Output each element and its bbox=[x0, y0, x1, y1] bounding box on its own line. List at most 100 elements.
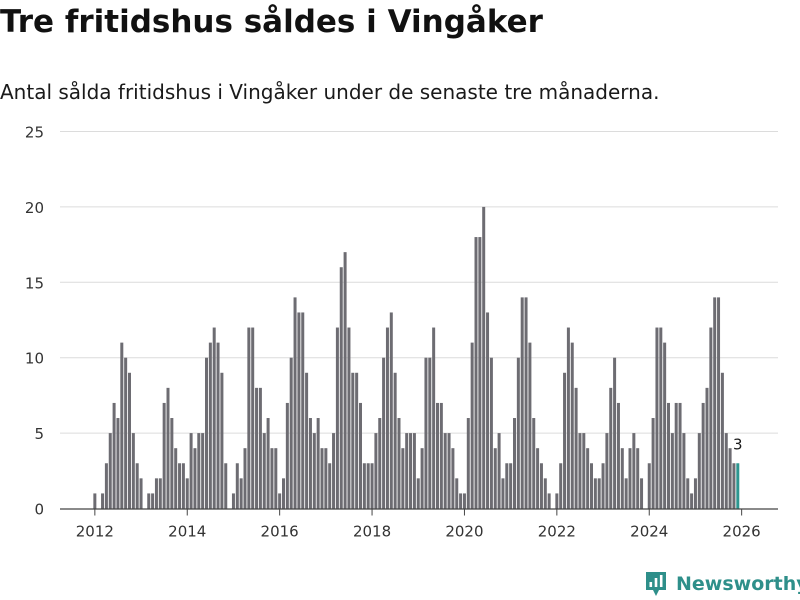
bar bbox=[262, 433, 266, 509]
bar bbox=[728, 448, 732, 509]
bar bbox=[409, 433, 413, 509]
bar bbox=[193, 448, 197, 509]
bar bbox=[93, 493, 97, 509]
bar bbox=[208, 342, 212, 509]
bar bbox=[174, 448, 178, 509]
bar bbox=[154, 478, 158, 509]
bar bbox=[682, 433, 686, 509]
bar bbox=[389, 312, 393, 509]
bar bbox=[416, 478, 420, 509]
bar bbox=[667, 402, 670, 509]
data-labels: 3 bbox=[733, 435, 743, 453]
newsworthy-logo-text: Newsworthy bbox=[676, 573, 800, 595]
bar bbox=[720, 372, 724, 509]
bar bbox=[690, 493, 694, 509]
bar bbox=[470, 342, 474, 509]
bar bbox=[536, 448, 540, 509]
bar bbox=[328, 463, 332, 509]
bar bbox=[278, 493, 282, 509]
y-tick-label: 10 bbox=[25, 350, 44, 368]
x-tick-label: 2012 bbox=[76, 523, 114, 541]
bar bbox=[582, 433, 586, 509]
x-tick-label: 2016 bbox=[261, 523, 299, 541]
bar bbox=[131, 433, 135, 509]
bar bbox=[462, 493, 466, 509]
bar bbox=[339, 267, 343, 509]
bar bbox=[701, 402, 705, 509]
bar bbox=[693, 478, 697, 509]
bar bbox=[613, 357, 617, 509]
bar bbox=[428, 357, 432, 509]
bar bbox=[101, 493, 105, 509]
bar bbox=[486, 312, 490, 509]
newsworthy-logo[interactable]: Newsworthy bbox=[644, 569, 800, 599]
x-axis: 2012 2014 2016 2018 2020 2022 2024 2026 bbox=[60, 508, 778, 541]
bar bbox=[620, 448, 624, 509]
bar bbox=[270, 448, 274, 509]
y-tick-label: 25 bbox=[25, 124, 44, 142]
x-tick-label: 2024 bbox=[630, 523, 668, 541]
bar bbox=[570, 342, 574, 509]
bar bbox=[305, 372, 309, 509]
bar bbox=[112, 402, 116, 509]
bar bbox=[301, 312, 305, 509]
bar bbox=[609, 387, 613, 509]
bar bbox=[697, 433, 701, 509]
bar bbox=[351, 372, 355, 509]
bar bbox=[605, 433, 609, 509]
y-axis-ticks: 0 5 10 15 20 25 bbox=[25, 124, 44, 519]
bar bbox=[593, 478, 597, 509]
bar bbox=[151, 493, 155, 509]
bar bbox=[590, 463, 593, 509]
bar bbox=[420, 448, 424, 509]
bar bbox=[147, 493, 151, 509]
bar bbox=[332, 433, 336, 509]
bar bbox=[108, 433, 112, 509]
bar bbox=[393, 372, 397, 509]
bar bbox=[412, 433, 416, 509]
bar bbox=[524, 297, 528, 509]
bar bbox=[436, 402, 439, 509]
bar bbox=[493, 448, 497, 509]
bar bbox=[424, 357, 428, 509]
bar bbox=[632, 433, 636, 509]
bar bbox=[432, 327, 436, 509]
bar bbox=[370, 463, 374, 509]
bar bbox=[166, 387, 170, 509]
bar bbox=[378, 418, 382, 509]
bar bbox=[104, 463, 108, 509]
bar bbox=[243, 448, 247, 509]
bar bbox=[158, 478, 162, 509]
bar bbox=[447, 433, 451, 509]
bar bbox=[717, 297, 721, 509]
bar bbox=[285, 402, 289, 509]
bar bbox=[251, 327, 255, 509]
bar bbox=[362, 463, 366, 509]
bar bbox=[397, 418, 401, 509]
bar bbox=[382, 357, 386, 509]
bar bbox=[162, 402, 166, 509]
x-tick-label: 2022 bbox=[538, 523, 576, 541]
bar bbox=[574, 387, 578, 509]
bar bbox=[532, 418, 536, 509]
bar bbox=[116, 418, 120, 509]
bar bbox=[563, 372, 567, 509]
bar bbox=[478, 237, 482, 509]
x-tick-label: 2026 bbox=[723, 523, 761, 541]
bars bbox=[93, 206, 740, 509]
bar bbox=[466, 418, 470, 509]
bar bbox=[443, 433, 447, 509]
bar bbox=[601, 463, 605, 509]
bar bbox=[686, 478, 690, 509]
bar bbox=[258, 387, 262, 509]
bar bbox=[451, 448, 455, 509]
bar bbox=[224, 463, 228, 509]
bar bbox=[678, 402, 682, 509]
bar bbox=[501, 478, 505, 509]
bar bbox=[293, 297, 297, 509]
bar bbox=[343, 252, 347, 509]
bar bbox=[205, 357, 208, 509]
bar bbox=[139, 478, 143, 509]
bar bbox=[355, 372, 359, 509]
bar bbox=[539, 463, 543, 509]
